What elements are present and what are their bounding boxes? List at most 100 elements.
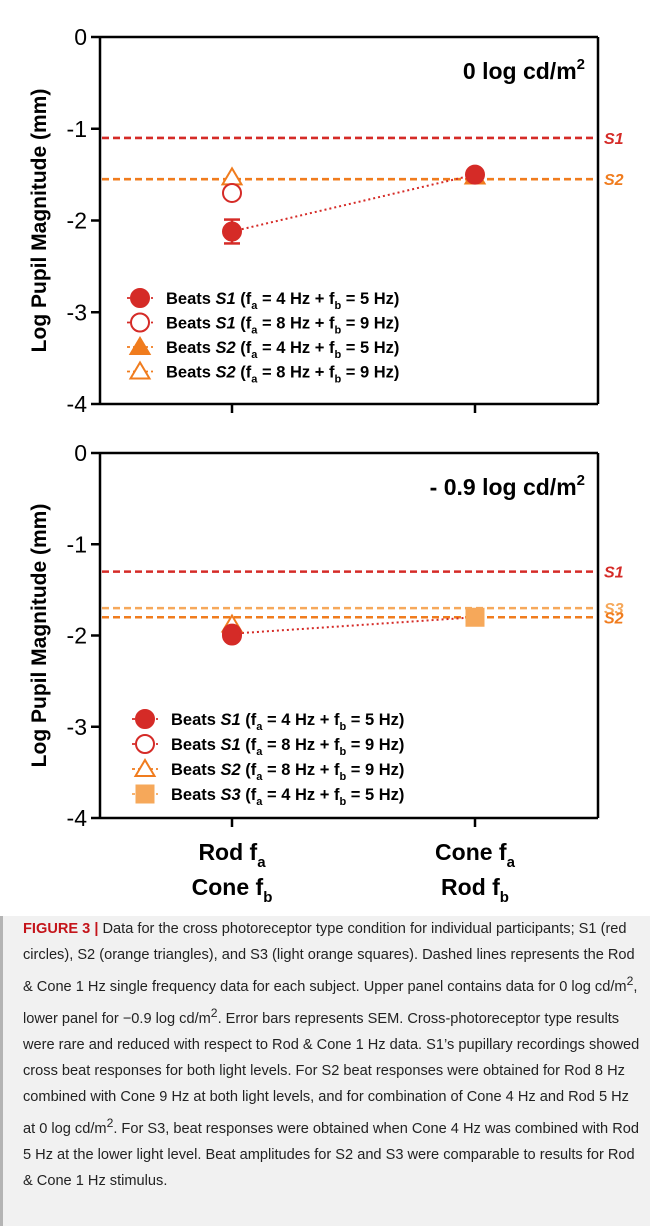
legend-sub: a — [256, 771, 263, 783]
legend-text: = 8 Hz + f — [262, 761, 340, 779]
legend-text: = 8 Hz + f — [262, 736, 340, 754]
legend-sub: b — [334, 300, 341, 312]
legend-text: = 4 Hz + f — [262, 786, 340, 804]
legend-text: = 4 Hz + f — [257, 290, 335, 308]
light-level-label: 0 log cd/m2 — [463, 56, 585, 84]
legend-marker — [130, 288, 150, 308]
legend-subject: S2 — [216, 364, 236, 382]
y-tick-label: -2 — [67, 208, 87, 234]
legend-sub: a — [251, 325, 258, 337]
legend-text: (f — [241, 736, 257, 754]
legend-sub: a — [256, 796, 263, 808]
x-category-sub: a — [507, 854, 516, 871]
legend-entry: Beats S1 (fa = 8 Hz + fb = 9 Hz) — [171, 736, 404, 758]
legend-text: = 5 Hz) — [346, 786, 404, 804]
legend-subject: S2 — [221, 761, 241, 779]
x-category-label-line2: Cone fb — [192, 874, 273, 906]
light-level-label: - 0.9 log cd/m2 — [430, 472, 585, 500]
reference-label-s2: S2 — [604, 172, 624, 189]
legend-text: Beats — [171, 711, 221, 729]
legend-marker — [135, 734, 155, 754]
y-tick-label: 0 — [74, 24, 87, 50]
legend-marker — [130, 312, 150, 333]
legend-text: Beats — [166, 364, 216, 382]
caption-text-1: Data for the cross photoreceptor type co… — [23, 921, 635, 995]
y-tick-label: -3 — [67, 714, 87, 740]
connector-line — [231, 173, 476, 233]
x-category-text: Rod f — [441, 874, 500, 900]
caption-sup-2: 2 — [210, 1005, 218, 1020]
panel-upper: 0 -1 -2 -3 -4 Log Pupil Magnitude (mm) 0 log c… — [28, 24, 624, 417]
legend-text: = 5 Hz) — [341, 290, 399, 308]
reference-label-s1: S1 — [604, 131, 624, 148]
legend-text: Beats — [166, 315, 216, 333]
legend-text: Beats — [171, 761, 221, 779]
legend-marker — [135, 784, 155, 804]
legend-text: = 9 Hz) — [341, 364, 399, 382]
panel-lower: 0 -1 -2 -3 -4 Log Pupil Magnitude (mm) - 0.9 l… — [28, 440, 624, 906]
legend-text: = 4 Hz + f — [257, 339, 335, 357]
legend-subject: S2 — [216, 339, 236, 357]
figure-caption: FIGURE 3 | Data for the cross photorecep… — [23, 916, 643, 1194]
legend-subject: S3 — [221, 786, 241, 804]
light-level-sup: 2 — [577, 56, 585, 73]
legend-text: = 4 Hz + f — [262, 711, 340, 729]
caption-label: FIGURE 3 | — [23, 921, 99, 937]
legend-text: = 5 Hz) — [346, 711, 404, 729]
data-point-circle-open — [222, 182, 242, 203]
light-level-text: - 0.9 log cd/m — [430, 474, 577, 500]
x-category-sub: b — [263, 889, 272, 906]
legend-sub: b — [339, 746, 346, 758]
data-point-circle-filled — [222, 623, 242, 644]
y-axis-label: Log Pupil Magnitude (mm) — [28, 89, 51, 353]
legend-entry: Beats S2 (fa = 8 Hz + fb = 9 Hz) — [166, 364, 399, 386]
legend-text: = 8 Hz + f — [257, 315, 335, 333]
legend-subject: S1 — [216, 315, 236, 333]
legend-sub: a — [256, 746, 263, 758]
data-point-circle-filled — [465, 164, 485, 185]
legend-subject: S1 — [216, 290, 236, 308]
legend-subject: S1 — [221, 736, 241, 754]
y-tick-label: -4 — [67, 805, 88, 831]
y-tick-label: 0 — [74, 440, 87, 466]
y-tick-label: -1 — [67, 531, 87, 557]
legend-marker — [128, 336, 152, 355]
reference-label-s1: S1 — [604, 565, 624, 582]
legend-text: (f — [241, 711, 257, 729]
legend-marker — [133, 758, 157, 777]
legend-text: = 8 Hz + f — [257, 364, 335, 382]
light-level-text: 0 log cd/m — [463, 58, 577, 84]
legend-entry: Beats S2 (fa = 4 Hz + fb = 5 Hz) — [166, 339, 399, 361]
legend-text: Beats — [171, 736, 221, 754]
x-category-label-line2: Rod fb — [441, 874, 509, 906]
legend-sub: b — [334, 325, 341, 337]
caption-sup-3: 2 — [106, 1115, 114, 1130]
y-tick-label: -2 — [67, 623, 87, 649]
legend-sub: b — [334, 374, 341, 386]
legend-entry: Beats S1 (fa = 8 Hz + fb = 9 Hz) — [166, 315, 399, 337]
caption-text-4: . For S3, beat responses were obtained w… — [23, 1120, 639, 1189]
caption-sup-1: 2 — [626, 974, 634, 988]
light-level-sup: 2 — [577, 472, 585, 489]
legend-entry: Beats S3 (fa = 4 Hz + fb = 5 Hz) — [171, 786, 404, 808]
legend-text: Beats — [166, 339, 216, 357]
x-category-sub: b — [500, 889, 509, 906]
legend-marker — [128, 360, 152, 380]
legend-entry: Beats S1 (fa = 4 Hz + fb = 5 Hz) — [171, 711, 404, 733]
legend-text: (f — [241, 761, 257, 779]
x-category-sub: a — [257, 854, 266, 871]
legend-entry: Beats S1 (fa = 4 Hz + fb = 5 Hz) — [166, 290, 399, 312]
x-category-text: Cone f — [435, 839, 507, 865]
x-category-text: Rod f — [198, 839, 257, 865]
legend-sub: b — [334, 349, 341, 361]
y-tick-label: -4 — [67, 391, 88, 417]
figure-chart: 0 -1 -2 -3 -4 Log Pupil Magnitude (mm) 0 log c… — [28, 24, 624, 906]
y-tick-label: -1 — [67, 116, 87, 142]
legend-text: = 9 Hz) — [341, 315, 399, 333]
legend-entry: Beats S2 (fa = 8 Hz + fb = 9 Hz) — [171, 761, 404, 783]
legend-sub: b — [339, 721, 346, 733]
legend-sub: b — [339, 771, 346, 783]
data-point-circle-filled — [222, 221, 242, 242]
legend-text: (f — [236, 339, 252, 357]
x-category-text: Cone f — [192, 874, 264, 900]
